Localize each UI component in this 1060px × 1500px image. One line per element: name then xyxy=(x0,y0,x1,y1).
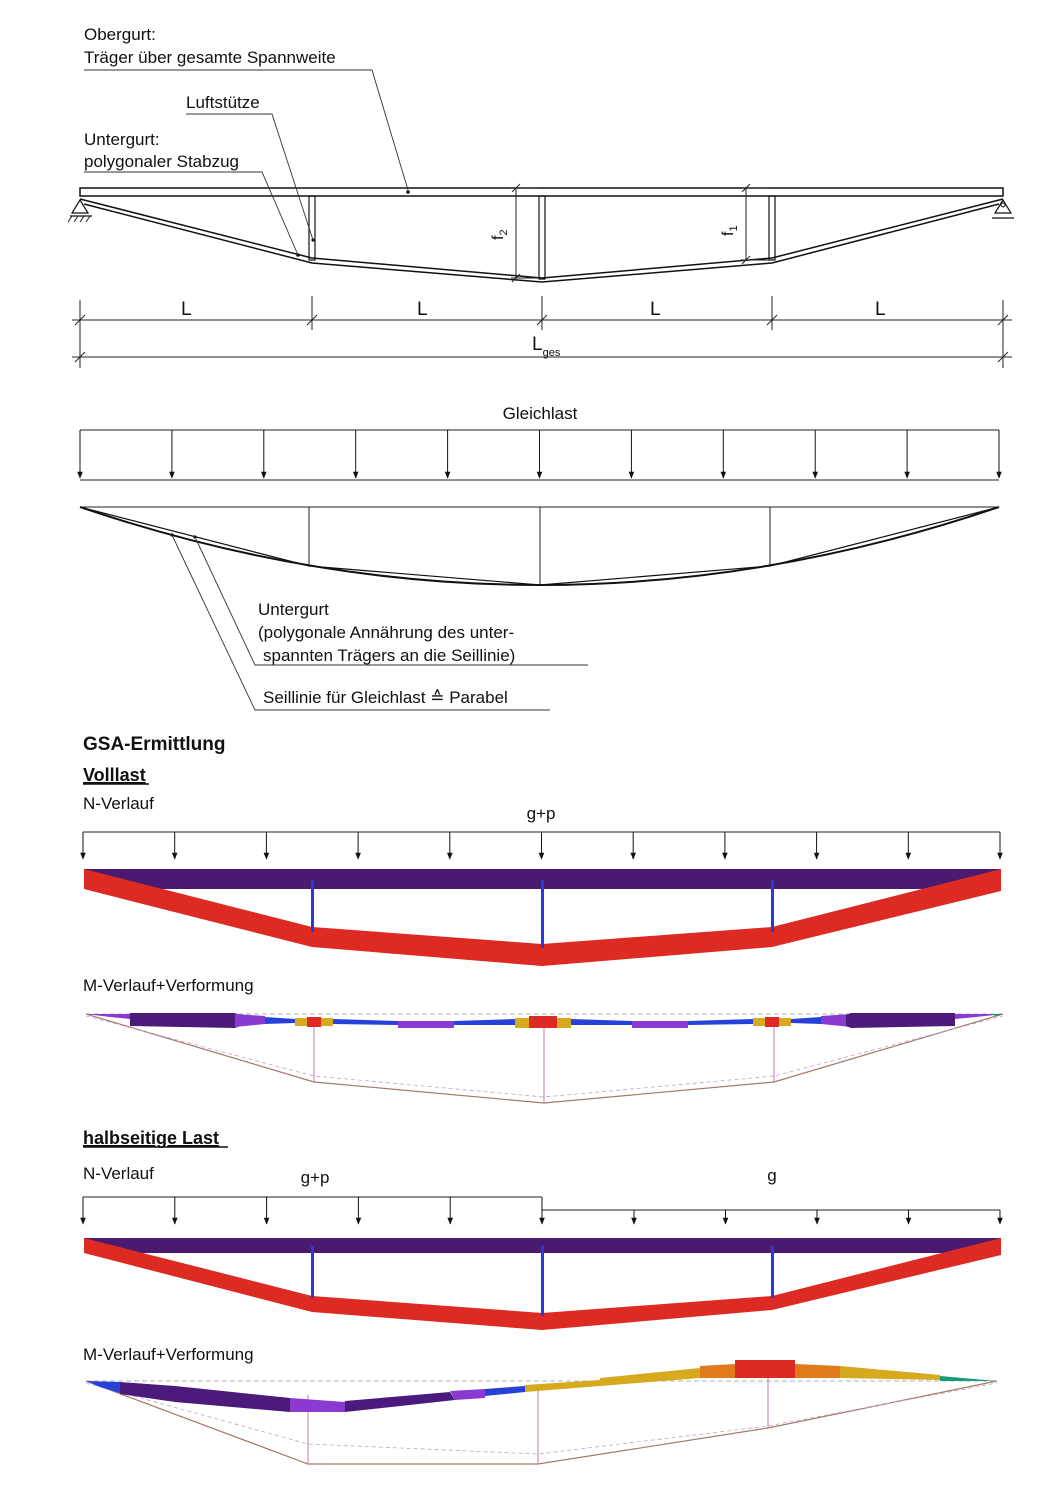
halbseitig-load-label-right: g xyxy=(767,1166,776,1185)
strut-1 xyxy=(308,195,316,261)
halbseitig-title: halbseitige Last xyxy=(83,1128,219,1148)
volllast-load-label: g+p xyxy=(527,804,556,823)
label-luftstuetze: Luftstütze xyxy=(186,93,260,112)
gsa-title: GSA-Ermittlung xyxy=(83,734,226,755)
label-f2: f2 xyxy=(490,229,510,240)
gleichlast-arrows xyxy=(77,430,1002,479)
support-left-icon xyxy=(67,198,92,223)
leader-untergurt xyxy=(84,171,299,256)
gleichlast-section: Gleichlast Untergurt (polygonale Annähru… xyxy=(77,404,1002,711)
bottom-chord-outer xyxy=(79,198,1004,279)
label-f1: f1 xyxy=(720,225,740,236)
halbseitig-load-arrows xyxy=(80,1197,1003,1225)
label-obergurt: Obergurt: xyxy=(84,25,156,44)
strut-2 xyxy=(538,195,546,280)
halbseitig-bottom-chord-force xyxy=(84,1238,1001,1330)
volllast-load-arrows xyxy=(80,832,1003,860)
gsa-halbseitig: halbseitige Last N-Verlauf g+p g M-Verla… xyxy=(80,1128,1003,1465)
leader-luftstuetze xyxy=(186,113,314,241)
volllast-strut-2 xyxy=(541,880,544,948)
volllast-bottom-chord-force xyxy=(84,869,1001,966)
dim-label-4: L xyxy=(875,299,886,320)
dim-label-total: Lges xyxy=(532,334,561,359)
label-untergurt: Untergurt: xyxy=(84,130,160,149)
label-untergurt-3: (polygonale Annährung des unter- xyxy=(258,623,514,642)
dim-label-3: L xyxy=(650,299,661,320)
halbseitig-load-label-left: g+p xyxy=(301,1168,330,1187)
label-untergurt-4: spannten Trägers an die Seillinie) xyxy=(263,646,515,665)
label-seillinie: Seillinie für Gleichlast ≙ Parabel xyxy=(263,688,508,707)
volllast-title: Volllast xyxy=(83,765,146,785)
volllast-strut-3 xyxy=(771,880,774,932)
support-right-icon xyxy=(992,198,1014,219)
volllast-n-label: N-Verlauf xyxy=(83,794,154,813)
halbseitig-strut-3 xyxy=(771,1246,774,1298)
volllast-m-label: M-Verlauf+Verformung xyxy=(83,976,254,995)
dim-label-1: L xyxy=(181,299,192,320)
leader-seillinie xyxy=(171,534,550,711)
halbseitig-n-label: N-Verlauf xyxy=(83,1164,154,1183)
volllast-strut-1 xyxy=(311,880,314,932)
dim-label-2: L xyxy=(417,299,428,320)
bottom-chord-inner xyxy=(83,203,1000,283)
halbseitig-strut-1 xyxy=(311,1246,314,1298)
label-untergurt-desc: polygonaler Stabzug xyxy=(84,152,239,171)
leader-untergurt-2 xyxy=(194,536,588,666)
strut-3 xyxy=(768,195,776,261)
structure-drawing: f2 f1 Obergurt: Träger über gesamte Span… xyxy=(67,25,1014,283)
gsa-volllast: GSA-Ermittlung Volllast N-Verlauf g+p M-… xyxy=(80,734,1004,1104)
halbseitig-strut-2 xyxy=(541,1246,544,1316)
label-untergurt-2: Untergurt xyxy=(258,600,329,619)
top-chord xyxy=(79,187,1004,197)
leader-obergurt xyxy=(84,69,409,191)
gleichlast-title: Gleichlast xyxy=(503,404,578,423)
halbseitig-m-label: M-Verlauf+Verformung xyxy=(83,1345,254,1364)
top-chord-marker xyxy=(406,190,410,194)
dimension-chain: L L L L Lges xyxy=(72,296,1012,368)
label-obergurt-desc: Träger über gesamte Spannweite xyxy=(84,48,336,67)
